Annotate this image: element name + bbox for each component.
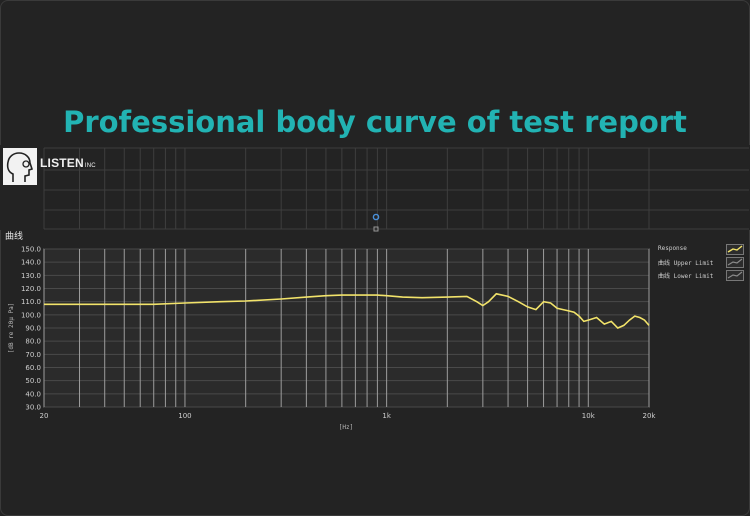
legend-swatch-upper-icon <box>726 257 744 268</box>
x-tick-label: 20k <box>643 412 657 420</box>
response-series-line <box>44 292 650 329</box>
chart-title: 曲线 <box>5 232 24 242</box>
drag-handle-icon[interactable] <box>372 213 380 221</box>
y-tick-label: 80.0 <box>25 338 41 346</box>
legend-item-response[interactable]: Response <box>658 244 746 257</box>
y-tick-label: 50.0 <box>25 377 41 385</box>
x-axis-label: [Hz] <box>339 424 353 431</box>
page-title: Professional body curve of test report <box>63 105 687 139</box>
legend-item-upper-limit[interactable]: 曲线 Upper Limit <box>658 257 746 270</box>
y-tick-label: 100.0 <box>21 311 41 319</box>
y-tick-label: 40.0 <box>25 390 41 398</box>
y-tick-label: 90.0 <box>25 325 41 333</box>
upper-panel <box>0 145 750 230</box>
y-tick-label: 130.0 <box>21 272 41 280</box>
y-tick-label: 110.0 <box>21 298 41 306</box>
chart-legend: Response 曲线 Upper Limit 曲线 Lower Limit <box>658 244 746 283</box>
y-tick-label: 140.0 <box>21 259 41 267</box>
x-tick-label: 10k <box>582 412 596 420</box>
y-tick-label: 60.0 <box>25 364 41 372</box>
y-axis-label: [dB re 20μ Pa] <box>8 303 15 354</box>
brand-name: LISTENINC <box>40 156 96 170</box>
anchor-square-icon[interactable] <box>373 226 379 232</box>
y-tick-label: 150.0 <box>21 246 41 254</box>
y-tick-label: 120.0 <box>21 285 41 293</box>
legend-swatch-lower-icon <box>726 270 744 281</box>
x-tick-label: 1k <box>382 412 391 420</box>
brand-logo-icon <box>3 148 37 185</box>
y-tick-label: 70.0 <box>25 351 41 359</box>
legend-item-lower-limit[interactable]: 曲线 Lower Limit <box>658 270 746 283</box>
x-tick-label: 20 <box>40 412 49 420</box>
y-tick-label: 30.0 <box>25 404 41 412</box>
legend-swatch-response-icon <box>726 244 744 255</box>
x-tick-label: 100 <box>178 412 191 420</box>
